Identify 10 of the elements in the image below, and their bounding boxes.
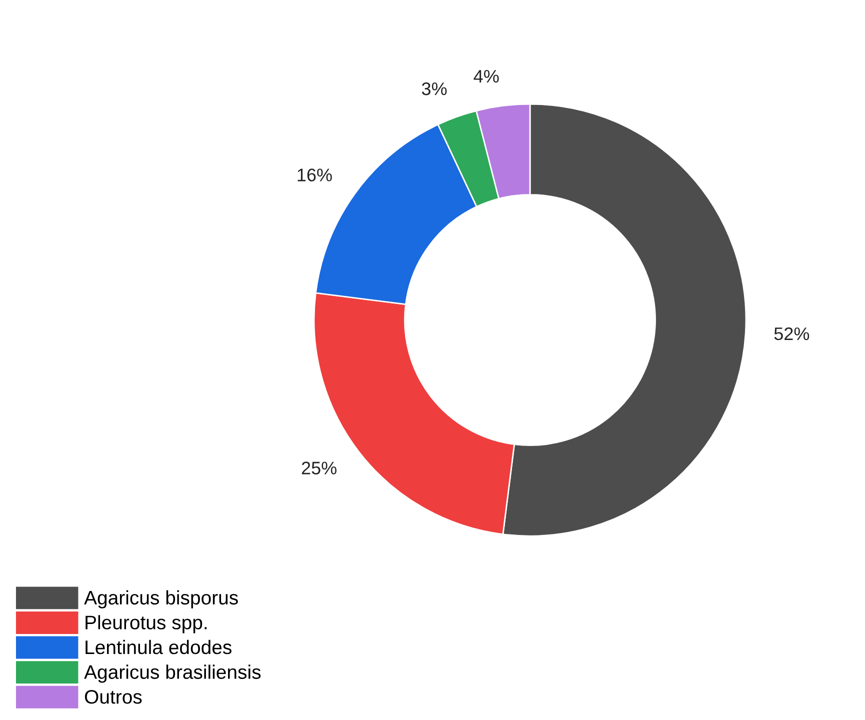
- data-label: 52%: [774, 327, 810, 340]
- data-label: 4%: [474, 70, 499, 83]
- data-label: 16%: [298, 168, 332, 182]
- data-label: 25%: [302, 462, 336, 474]
- legend-label: Pleurotus spp.: [86, 615, 207, 634]
- legend-label: Agaricus brasiliensis: [84, 664, 261, 683]
- legend-label: Outros: [84, 690, 142, 704]
- legend-label: Agaricus bisporus: [84, 590, 238, 608]
- data-label: 3%: [422, 82, 447, 96]
- legend-label: Lentinula edodes: [86, 640, 232, 654]
